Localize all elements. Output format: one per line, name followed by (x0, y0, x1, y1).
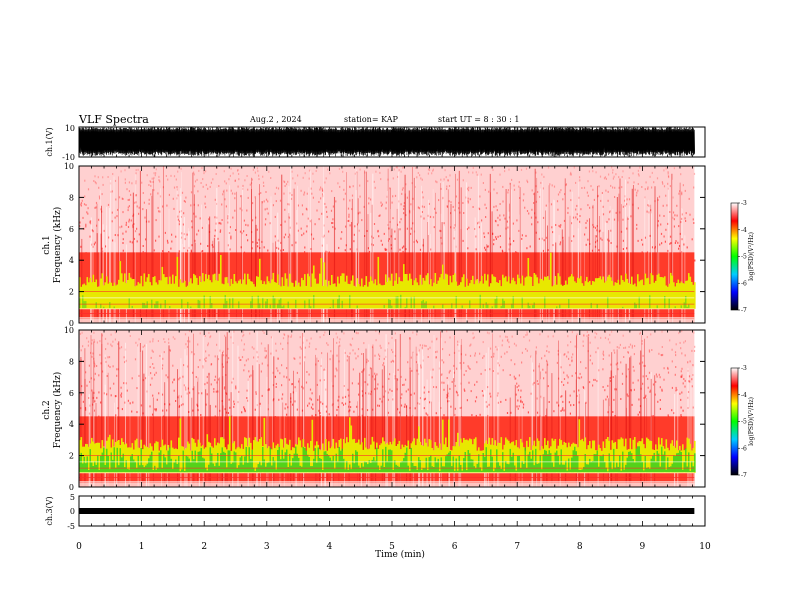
waveform-ch1-trace (78, 126, 695, 157)
waveform-ch1-ylabel: ch.1(V) (45, 127, 54, 156)
colorbar-ch1-bar (730, 202, 739, 311)
spectrogram-ch1-ylabel-freq: Frequency (kHz) (52, 207, 63, 284)
spectrogram-ch2-ylabel-freq: Frequency (kHz) (52, 372, 63, 449)
time-axis-tick-2: 2 (201, 542, 207, 552)
colorbar-ch2: -3 -4 -5 -6 -7 log(PSD)(V²/Hz) (730, 365, 755, 479)
waveform-ch3-band (79, 508, 695, 514)
time-axis-tick-4: 4 (327, 542, 333, 552)
colorbar-ch2-tick-3: -6 (741, 445, 747, 452)
figure-title: VLF Spectra (78, 113, 149, 126)
colorbar-ch1-tick-2: -5 (741, 254, 747, 261)
spectrogram-ch1-ytick-2: 4 (69, 256, 74, 265)
colorbar-ch1-label: log(PSD)(V²/Hz) (748, 232, 755, 281)
time-axis-tick-8: 8 (577, 542, 583, 552)
time-axis-tick-9: 9 (640, 542, 646, 552)
waveform-ch3-trace (79, 508, 695, 514)
time-axis-tick-7: 7 (514, 542, 520, 552)
spectrogram-ch1-image (79, 166, 696, 323)
spectrogram-ch1-ytick-5: 10 (64, 162, 74, 171)
waveform-ch3-panel: 5 0 -5 ch.3(V) (45, 493, 706, 531)
colorbar-ch2-bar (730, 367, 739, 476)
spectrogram-ch2-yticks: 0 2 4 6 8 10 (64, 326, 705, 492)
spectrogram-ch1-ytick-1: 2 (69, 288, 74, 297)
colorbar-ch2-tick-4: -7 (741, 472, 747, 479)
time-axis-tick-0: 0 (76, 542, 82, 552)
waveform-ch3-ytick-mid: 0 (70, 507, 75, 516)
colorbar-ch1: -3 -4 -5 -6 -7 log(PSD)(V²/Hz) (730, 200, 755, 314)
spectrogram-ch2-ytick-1: 2 (69, 452, 74, 461)
spectrogram-ch1-ytick-3: 6 (69, 225, 74, 234)
spectrogram-ch1-ytick-4: 8 (69, 193, 74, 202)
waveform-ch1-ytick-bottom: -10 (62, 153, 75, 162)
colorbar-ch2-tick-0: -3 (741, 365, 747, 372)
waveform-ch3-ytick-top: 5 (70, 493, 75, 502)
colorbar-ch2-tick-1: -4 (741, 392, 747, 399)
colorbar-ch1-tick-0: -3 (741, 200, 747, 207)
time-axis-label: Time (min) (375, 549, 425, 560)
start-time-label: start UT = 8 : 30 : 1 (438, 115, 519, 124)
time-axis-tick-5: 5 (389, 542, 395, 552)
spectrogram-ch2-ytick-0: 0 (69, 483, 74, 492)
colorbar-ch1-tick-4: -7 (741, 307, 747, 314)
colorbar-ch1-tick-1: -4 (741, 227, 747, 234)
spectrogram-ch1-ylabel-channel: ch.1 (42, 235, 52, 254)
time-axis-tick-6: 6 (452, 542, 458, 552)
spectrogram-ch1-ytick-0: 0 (69, 319, 74, 328)
spectrogram-ch2-image (78, 330, 696, 487)
time-axis-ticks (78, 127, 706, 526)
spectrogram-ch2-panel: 0 2 4 6 8 10 ch.2 Frequency (kHz) -3 -4 -5 -6 -7 l… (42, 326, 755, 492)
waveform-ch3-ytick-bottom: -5 (67, 522, 75, 531)
colorbar-ch2-label: log(PSD)(V²/Hz) (748, 397, 755, 446)
waveform-ch3-ylabel: ch.3(V) (45, 496, 54, 525)
waveform-ch1-line (78, 126, 695, 157)
spectrogram-ch1-panel: 0 2 4 6 8 10 ch.1 Frequency (kHz) -3 -4 -5 -6 -7 l… (42, 162, 755, 328)
spectrogram-ch2-ylabel-channel: ch.2 (42, 400, 52, 419)
spectrogram-ch2-ytick-2: 4 (69, 420, 74, 429)
time-axis-tick-labels: 0 1 2 3 4 5 6 7 8 9 10 (76, 542, 711, 552)
spectrogram-ch1-yticks: 0 2 4 6 8 10 (64, 162, 705, 328)
time-axis-tick-1: 1 (139, 542, 145, 552)
date-label: Aug.2 , 2024 (249, 115, 302, 124)
spectrogram-ch2-ytick-5: 10 (64, 326, 74, 335)
colorbar-ch1-tick-3: -6 (741, 280, 747, 287)
station-label: station= KAP (344, 115, 399, 124)
waveform-ch1-ytick-top: 10 (65, 124, 75, 133)
time-axis-tick-10: 10 (699, 542, 711, 552)
colorbar-ch2-tick-2: -5 (741, 419, 747, 426)
waveform-ch1-panel: 10 -10 ch.1(V) (45, 124, 706, 162)
spectrogram-ch2-ytick-3: 6 (69, 389, 74, 398)
time-axis-tick-3: 3 (264, 542, 270, 552)
spectrogram-ch2-ytick-4: 8 (69, 357, 74, 366)
